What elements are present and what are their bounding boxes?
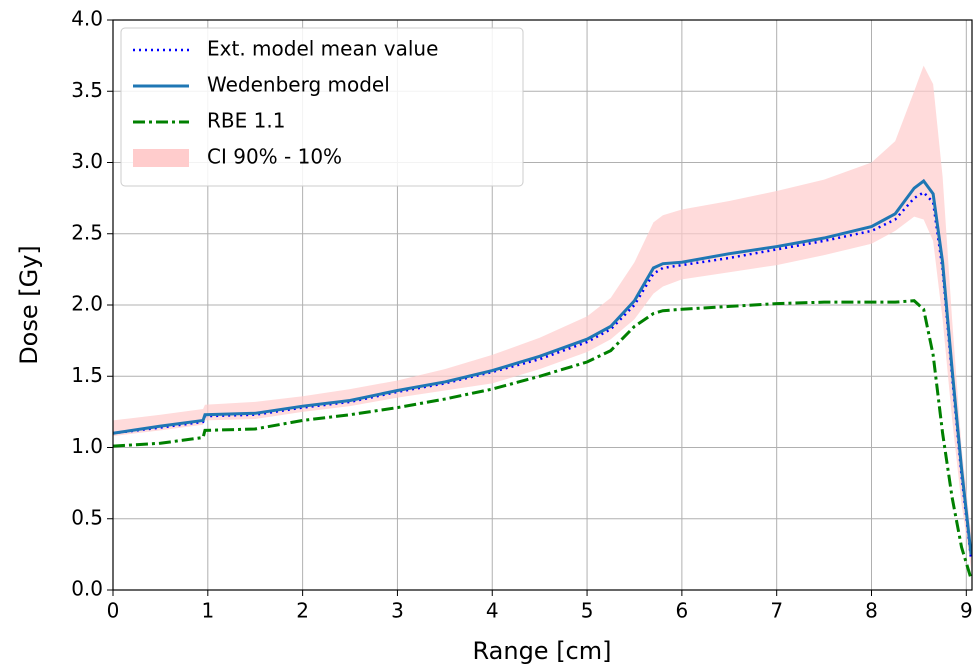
y-tick-label: 3.0 bbox=[71, 149, 103, 173]
legend-label: CI 90% - 10% bbox=[207, 145, 342, 169]
legend-box bbox=[120, 27, 524, 187]
y-tick-label: 1.5 bbox=[71, 363, 103, 387]
legend-label: Ext. model mean value bbox=[207, 37, 438, 61]
x-tick-label: 4 bbox=[486, 599, 499, 623]
x-tick-label: 9 bbox=[960, 599, 973, 623]
y-tick-label: 4.0 bbox=[71, 7, 103, 31]
x-tick-label: 5 bbox=[581, 599, 594, 623]
legend-swatch bbox=[133, 149, 189, 167]
y-tick-label: 2.5 bbox=[71, 220, 103, 244]
legend-label: RBE 1.1 bbox=[207, 109, 285, 133]
series-line bbox=[112, 299, 973, 580]
y-axis-label: Dose [Gy] bbox=[15, 245, 43, 365]
plot-frame bbox=[112, 19, 973, 591]
x-tick-label: 1 bbox=[201, 599, 214, 623]
y-tick-label: 0.5 bbox=[71, 505, 103, 529]
x-tick-label: 6 bbox=[676, 599, 689, 623]
y-tick-label: 2.0 bbox=[71, 292, 103, 316]
series-line bbox=[112, 178, 973, 555]
y-tick-label: 1.0 bbox=[71, 434, 103, 458]
x-tick-label: 0 bbox=[107, 599, 120, 623]
x-tick-label: 7 bbox=[770, 599, 783, 623]
x-tick-label: 8 bbox=[865, 599, 878, 623]
legend-label: Wedenberg model bbox=[207, 73, 390, 97]
x-tick-label: 2 bbox=[296, 599, 309, 623]
x-axis-label: Range [cm] bbox=[473, 637, 612, 665]
x-tick-label: 3 bbox=[391, 599, 404, 623]
y-tick-label: 0.0 bbox=[71, 577, 103, 601]
y-tick-label: 3.5 bbox=[71, 78, 103, 102]
